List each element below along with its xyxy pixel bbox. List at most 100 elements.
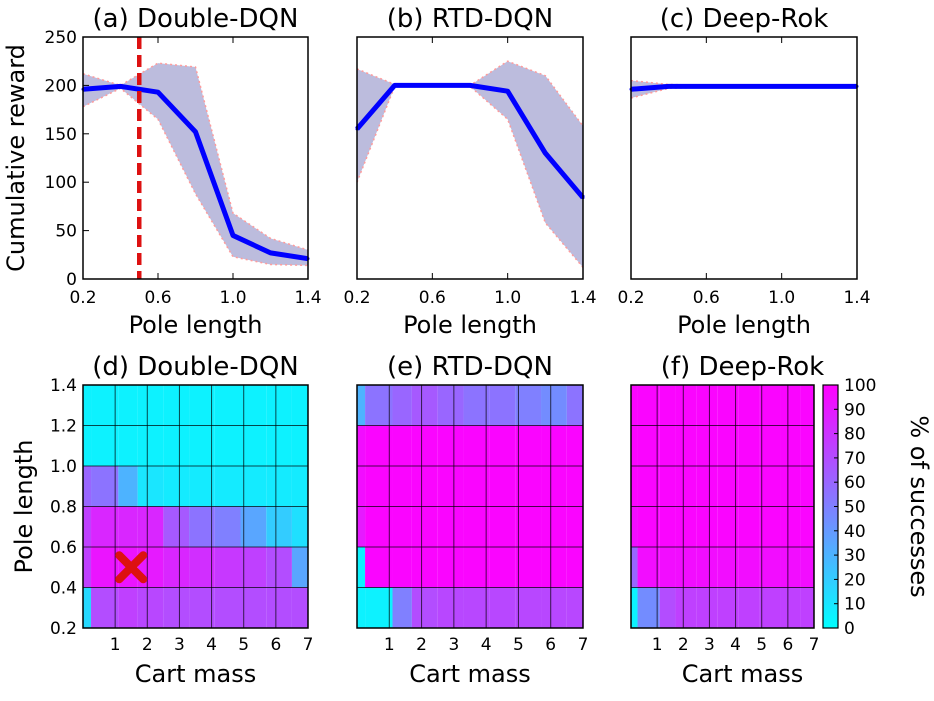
colorbar-tick-label: 90 [844,400,866,420]
heatmap-cell [392,425,412,466]
heatmap-cell [675,466,697,507]
heatmap-cell [365,425,393,466]
chart-title: (f) Deep-Rok [661,352,824,382]
x-tick-label: 0.2 [617,288,644,308]
heatmap-cell [240,385,267,426]
x-tick-label: 0.2 [69,288,96,308]
plot-frame [82,36,309,280]
heatmap-cell [541,425,567,466]
y-tick-label: 0.6 [50,538,77,558]
chart-title: (c) Deep-Rok [660,4,829,34]
heatmap-cell [357,506,366,547]
heatmap-cell [463,547,490,588]
x-axis-label: Pole length [403,311,537,339]
band-edge-upper [82,62,309,251]
heatmap-cell [392,547,412,588]
heatmap-cell [411,466,438,507]
heatmap-cell [717,587,739,628]
colorbar-tick-label: 80 [844,425,866,445]
x-tick-label: 1.4 [294,288,321,308]
heatmap-panel-2 [630,384,815,629]
x-tick-label: 3 [704,635,715,655]
heatmap-cell [541,466,567,507]
heatmap-cell [437,466,464,507]
heatmap-cell [738,466,760,507]
heatmap-cell [780,547,801,588]
x-axis-label: Pole length [129,311,263,339]
heatmap-cell [489,506,516,547]
heatmap-cell [463,506,490,547]
heatmap-cell [659,425,676,466]
colorbar-tick-label: 0 [844,619,855,639]
band-area [83,63,308,266]
heatmap-cell [437,506,464,547]
heatmap-cell [489,466,516,507]
heatmap-cell [214,587,241,628]
mean-point [119,84,122,88]
heatmap-cell [163,587,190,628]
heatmap-cell [118,385,138,426]
mean-point [156,90,160,94]
heatmap-cell [759,425,781,466]
heatmap-cell [118,425,138,466]
heatmap-cell [163,506,190,547]
heatmap-cell [659,385,676,426]
heatmap-cell [637,506,660,547]
x-tick-label: 6 [545,635,556,655]
heatmap-cell [189,425,215,466]
heatmap-cell [91,425,119,466]
heatmap-cell [91,466,119,507]
heatmap-cell [659,587,676,628]
heatmap-cell [738,425,760,466]
heatmap-panel-1 [356,384,584,629]
heatmap-cell [214,547,241,588]
y-tick-label: 1.2 [50,417,77,437]
colorbar [822,384,839,629]
x-tick-label: 4 [481,635,492,655]
colorbar-tick-label: 100 [844,376,876,396]
heatmap-cell [489,425,516,466]
heatmap-cell [137,506,164,547]
x-tick-label: 1 [652,635,663,655]
heatmap-cell [541,587,567,628]
heatmap-cell [163,547,190,588]
plot-frame [630,384,815,629]
y-tick-label: 0.2 [50,619,77,639]
x-tick-label: 2 [416,635,427,655]
x-tick-label: 5 [513,635,524,655]
heatmap-cell [541,547,567,588]
heatmap-cell [717,506,739,547]
heatmap-cell [163,425,190,466]
plot-frame [356,36,584,280]
x-tick-label: 7 [809,635,820,655]
heatmap-cell [738,506,760,547]
y-tick-label: 0.4 [50,579,77,599]
heatmap-cell [357,385,366,426]
heatmap-cell [91,547,119,588]
heatmap-cell [291,506,308,547]
heatmap-cell [118,506,138,547]
mean-point [667,84,671,88]
heatmap-cell [118,466,138,507]
heatmap-cell [780,506,801,547]
heatmap-cell [137,425,164,466]
heatmap-cell [717,425,739,466]
heatmap-cell [83,547,92,588]
heatmap-cell [717,385,739,426]
heatmap-cell [240,547,267,588]
heatmap-cell [214,466,241,507]
heatmap-cell [566,466,583,507]
x-axis-label: Cart mass [135,660,256,688]
chart-title: (e) RTD-DQN [387,352,553,382]
heatmap-cell [566,425,583,466]
heatmap-cell [411,385,438,426]
heatmap-cell [214,506,241,547]
heatmap-cell [637,547,660,588]
heatmap-cell [631,587,638,628]
y-tick-label: 250 [45,28,77,48]
heatmap-cell [717,547,739,588]
x-tick-label: 0.6 [144,288,171,308]
x-tick-label: 1.4 [569,288,596,308]
heatmap-cell [437,547,464,588]
chart-title: (d) Double-DQN [92,352,299,382]
